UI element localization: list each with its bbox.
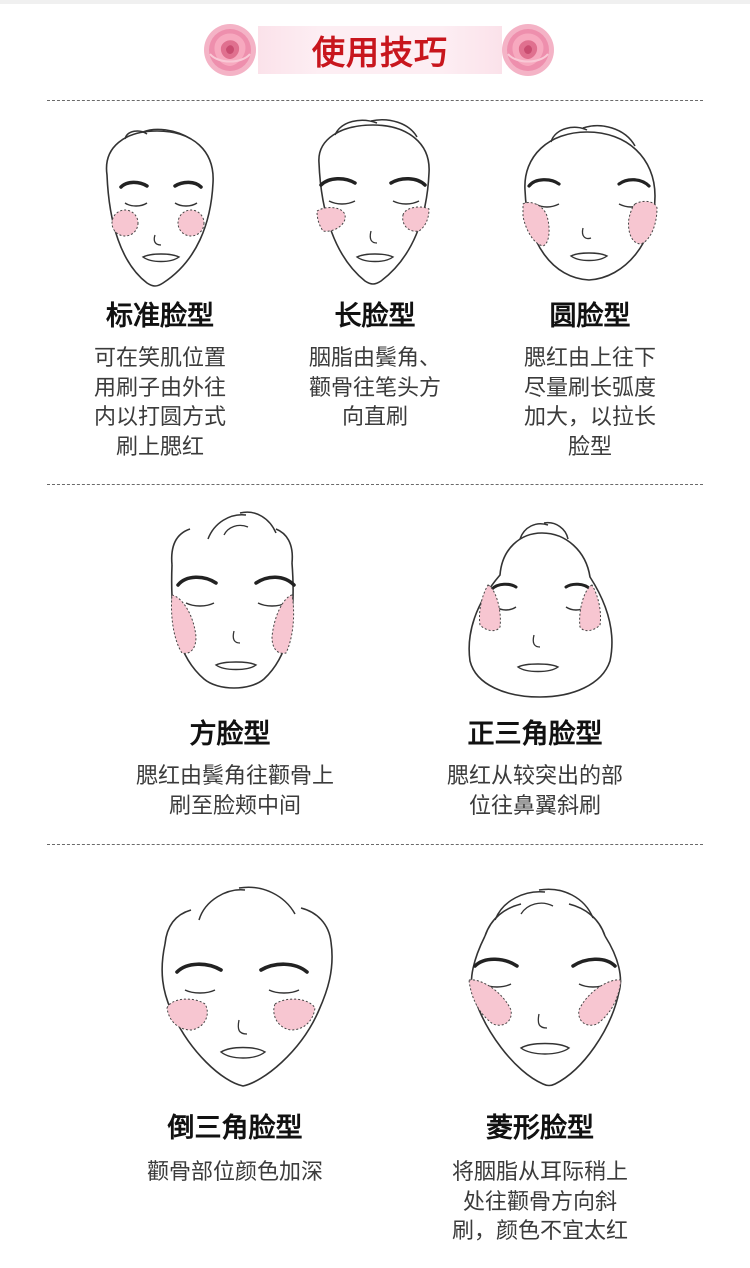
dashed-divider: [47, 484, 703, 485]
inverted-triangle-face-illustration: [145, 880, 345, 1100]
face-type-name: 圆脸型: [549, 301, 631, 332]
face-type-description: 将胭脂从耳际稍上 处往颧骨方向斜 刷，颜色不宜太红: [451, 1160, 628, 1244]
face-type-description: 颧骨部位颜色加深: [146, 1160, 323, 1185]
face-type-name: 菱形脸型: [486, 1113, 594, 1144]
square-face-illustration: [160, 505, 310, 705]
face-type-description: 可在笑肌位置 用刷子由外往 内以打圆方式 刷上腮红: [93, 346, 226, 460]
triangle-face-illustration: [460, 515, 620, 705]
face-type-description: 胭脂由鬓角、 颧骨往笔头方 向直刷: [308, 346, 441, 430]
dashed-divider: [47, 100, 703, 101]
face-type-name: 正三角脸型: [467, 719, 603, 750]
rose-icon: [500, 22, 556, 78]
long-face-illustration: [305, 115, 445, 295]
face-type-description: 腮红从较突出的部 位往鼻翼斜刷: [446, 764, 623, 819]
face-type-name: 长脸型: [334, 301, 416, 332]
round-face-illustration: [515, 120, 665, 290]
top-edge-bar: [0, 0, 750, 4]
standard-face-illustration: [95, 125, 225, 295]
face-type-name: 倒三角脸型: [167, 1113, 303, 1144]
face-type-description: 腮红由上往下 尽量刷长弧度 加大，以拉长 脸型: [523, 346, 656, 460]
diamond-face-illustration: [455, 880, 635, 1100]
face-type-name: 方脸型: [189, 719, 271, 750]
face-type-name: 标准脸型: [106, 301, 214, 332]
dashed-divider: [47, 844, 703, 845]
rose-icon: [202, 22, 258, 78]
section-title-banner: 使用技巧: [258, 26, 502, 74]
face-type-description: 腮红由鬓角往颧骨上 刷至脸颊中间: [135, 764, 334, 819]
section-title: 使用技巧: [312, 33, 448, 72]
